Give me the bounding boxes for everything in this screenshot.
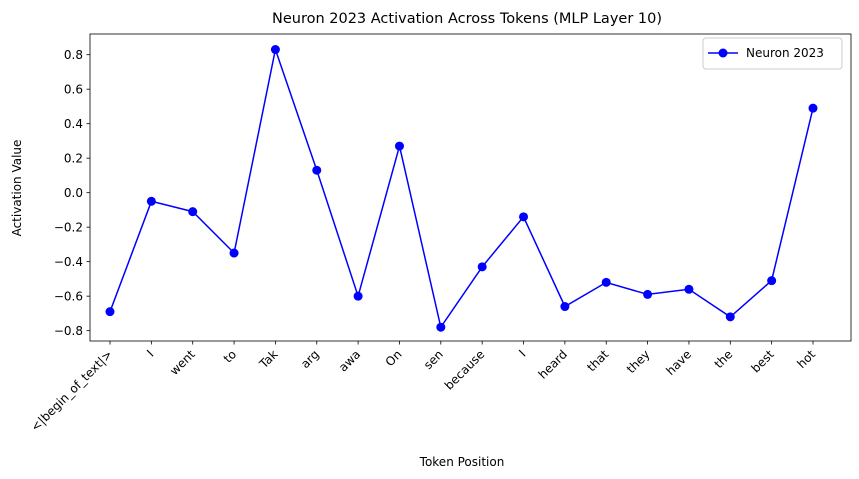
data-point — [767, 276, 777, 286]
legend: Neuron 2023 — [702, 37, 843, 70]
x-tick-label: that — [584, 347, 611, 374]
x-tick-label: best — [749, 347, 777, 375]
data-point — [643, 289, 653, 299]
x-tick-label: I — [516, 347, 528, 359]
x-tick-label: because — [442, 347, 487, 392]
x-tick-label: heard — [536, 347, 570, 381]
y-axis-title: Activation Value — [10, 140, 24, 237]
series-line — [109, 46, 814, 330]
y-tick-label: 0.6 — [64, 82, 83, 96]
data-point — [270, 45, 280, 55]
x-tick-label: went — [167, 347, 198, 378]
y-tick-label: −0.8 — [54, 324, 83, 338]
x-tick-label: to — [221, 347, 239, 365]
x-tick-label: sen — [421, 347, 446, 372]
y-tick-label: 0.8 — [64, 48, 83, 62]
data-point — [601, 277, 611, 287]
data-point — [229, 248, 239, 258]
y-tick-label: 0.4 — [64, 117, 83, 131]
legend-label: Neuron 2023 — [746, 46, 824, 60]
data-point — [477, 262, 487, 272]
y-tick-label: 0.0 — [64, 186, 83, 200]
legend-marker-swatch — [718, 48, 728, 58]
x-tick-label: I — [144, 347, 156, 359]
x-tick-label: they — [624, 347, 653, 376]
x-tick-label: hot — [794, 347, 818, 371]
data-point — [519, 212, 529, 222]
data-point — [105, 307, 115, 317]
x-tick-label: On — [383, 347, 405, 369]
y-tick-label: 0.2 — [64, 151, 83, 165]
data-point — [560, 302, 570, 312]
x-tick-label: have — [663, 347, 694, 378]
x-tick-label: <|begin_of_text|> — [28, 347, 115, 434]
x-axis-title: Token Position — [419, 455, 505, 469]
data-point — [146, 196, 156, 206]
legend-frame — [702, 37, 843, 70]
y-tick-label: −0.4 — [54, 255, 83, 269]
data-point — [808, 103, 818, 113]
axes: −0.8 −0.6 −0.4 −0.2 0.0 0.2 0.4 0.6 0.8 <|begin_o… — [28, 33, 852, 434]
y-tick-label: −0.6 — [54, 289, 83, 303]
data-point — [312, 165, 322, 175]
axes-frame — [89, 33, 852, 342]
data-point — [684, 284, 694, 294]
data-point — [725, 312, 735, 322]
x-tick-label: arg — [298, 347, 322, 371]
chart-title: Neuron 2023 Activation Across Tokens (ML… — [272, 11, 662, 27]
data-point — [188, 207, 198, 217]
data-point — [394, 141, 404, 151]
x-tick-label: the — [712, 347, 736, 371]
plot-area — [105, 45, 818, 332]
x-tick-label: awa — [336, 347, 363, 374]
data-point — [436, 322, 446, 332]
y-tick-label: −0.2 — [54, 220, 83, 234]
data-point — [353, 291, 363, 301]
x-tick-label: Tak — [256, 347, 281, 372]
